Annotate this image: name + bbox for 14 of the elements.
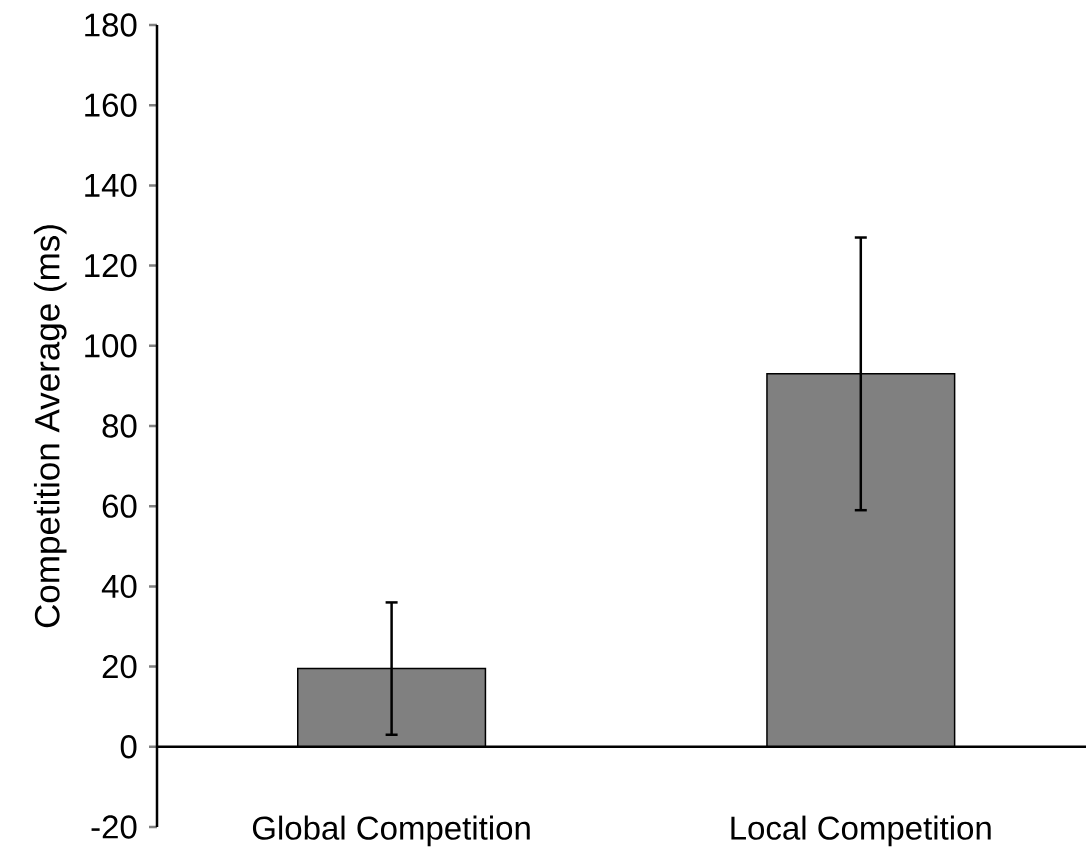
y-tick-label: 0 [120, 735, 137, 759]
y-axis-title: Competition Average (ms) [33, 225, 67, 628]
x-tick-label: Global Competition [252, 815, 530, 847]
y-tick-label: 100 [85, 334, 137, 358]
y-tick-label: 20 [102, 654, 137, 679]
y-tick-label: -20 [91, 815, 137, 839]
y-tick-label: 40 [101, 574, 137, 599]
y-tick-label: 120 [85, 253, 137, 278]
x-tick-label: Local Competition [731, 815, 991, 847]
y-tick-label: 160 [85, 93, 137, 117]
y-tick-label: 80 [102, 414, 137, 438]
y-tick-label: 180 [85, 13, 137, 37]
y-tick-label: 140 [85, 173, 137, 198]
y-tick-label: 60 [102, 494, 137, 518]
